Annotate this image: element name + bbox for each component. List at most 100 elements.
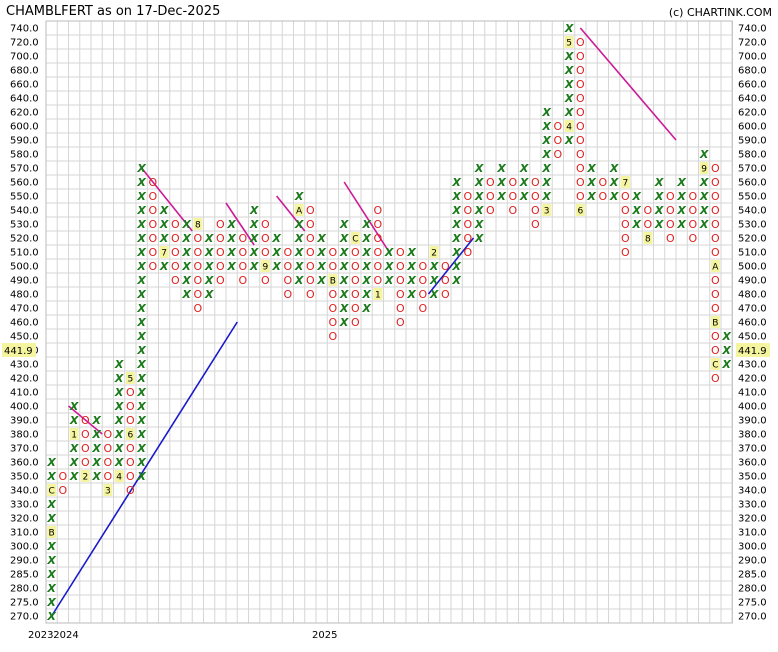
o-box: O	[171, 218, 180, 231]
x-box: X	[91, 414, 101, 427]
y-tick-label-right: 560.0	[738, 178, 767, 189]
o-box: O	[306, 288, 315, 301]
o-box: O	[576, 120, 585, 133]
o-box: O	[711, 274, 720, 287]
x-box: X	[339, 232, 349, 245]
o-box: O	[306, 246, 315, 259]
o-box: O	[486, 204, 495, 217]
x-box: X	[654, 176, 664, 189]
o-box: O	[329, 260, 338, 273]
y-tick-label-right: 350.0	[738, 472, 767, 483]
x-box: X	[46, 596, 56, 609]
x-box: X	[474, 176, 484, 189]
month-marker: 2	[83, 473, 89, 483]
x-box: X	[91, 456, 101, 469]
month-marker: 4	[566, 123, 572, 133]
o-box: O	[419, 302, 428, 315]
o-box: O	[126, 386, 135, 399]
plot-frame	[45, 20, 733, 624]
o-box: O	[216, 232, 225, 245]
o-box: O	[149, 260, 158, 273]
x-box: X	[631, 190, 641, 203]
o-box: O	[194, 274, 203, 287]
x-box: X	[226, 218, 236, 231]
x-box: X	[586, 190, 596, 203]
month-marker-bg	[564, 120, 574, 132]
y-tick-label-left: 390.0	[10, 416, 39, 427]
x-box: X	[699, 148, 709, 161]
x-box: X	[451, 274, 461, 287]
x-box: X	[721, 330, 731, 343]
o-box: O	[104, 456, 113, 469]
o-box: O	[194, 302, 203, 315]
o-box: O	[666, 204, 675, 217]
resistance-trendline	[67, 405, 103, 435]
x-box: X	[294, 218, 304, 231]
x-box: X	[564, 134, 574, 147]
y-tick-label-right: 640.0	[738, 94, 767, 105]
x-box: X	[136, 232, 146, 245]
o-box: O	[576, 190, 585, 203]
o-box: O	[711, 302, 720, 315]
x-box: X	[136, 218, 146, 231]
y-tick-label-left: 420.0	[10, 374, 39, 385]
x-box: X	[609, 190, 619, 203]
o-box: O	[576, 162, 585, 175]
o-box: O	[351, 288, 360, 301]
x-box: X	[339, 316, 349, 329]
x-box: X	[136, 428, 146, 441]
o-box: O	[441, 274, 450, 287]
o-box: O	[486, 190, 495, 203]
o-box: O	[419, 260, 428, 273]
month-marker: 5	[566, 39, 572, 49]
y-axis-right: 740.0 720.0 700.0 680.0 660.0 640.0 620.0 600.0…	[736, 24, 770, 623]
y-tick-label-right: 430.0	[738, 360, 767, 371]
y-tick-label-right: 740.0	[738, 24, 767, 35]
x-tick-label: 2023	[28, 630, 53, 641]
o-box: O	[576, 78, 585, 91]
x-box: X	[46, 582, 56, 595]
x-box: X	[519, 190, 529, 203]
o-box: O	[711, 204, 720, 217]
o-box: O	[464, 218, 473, 231]
month-marker: 2	[431, 249, 437, 259]
y-tick-label-right: 570.0	[738, 164, 767, 175]
y-tick-label-right: 720.0	[738, 38, 767, 49]
y-tick-label-left: 410.0	[10, 388, 39, 399]
month-marker-bg	[710, 260, 720, 272]
x-box: X	[541, 176, 551, 189]
x-box: X	[406, 274, 416, 287]
x-box: X	[564, 106, 574, 119]
month-marker-bg	[643, 232, 653, 244]
o-box: O	[126, 414, 135, 427]
month-marker-bg	[350, 232, 360, 244]
month-marker: 3	[105, 487, 111, 497]
x-box: X	[721, 344, 731, 357]
x-box: X	[204, 274, 214, 287]
o-box: O	[351, 246, 360, 259]
o-box: O	[194, 260, 203, 273]
x-box: X	[451, 246, 461, 259]
o-box: O	[711, 330, 720, 343]
o-box: O	[171, 274, 180, 287]
x-box: X	[271, 246, 281, 259]
o-box: O	[351, 302, 360, 315]
x-box: X	[474, 232, 484, 245]
o-box: O	[149, 176, 158, 189]
x-box: X	[429, 274, 439, 287]
x-box: X	[181, 288, 191, 301]
o-box: O	[374, 218, 383, 231]
o-box: O	[329, 288, 338, 301]
y-tick-label-left: 320.0	[10, 514, 39, 525]
o-box: O	[576, 92, 585, 105]
o-box: O	[284, 246, 293, 259]
x-box: X	[541, 106, 551, 119]
o-box: O	[711, 176, 720, 189]
x-box: X	[541, 120, 551, 133]
o-box: O	[149, 190, 158, 203]
o-box: O	[374, 246, 383, 259]
o-box: O	[464, 204, 473, 217]
x-box: X	[114, 372, 124, 385]
y-tick-label-left: 550.0	[10, 192, 39, 203]
x-box: X	[46, 540, 56, 553]
